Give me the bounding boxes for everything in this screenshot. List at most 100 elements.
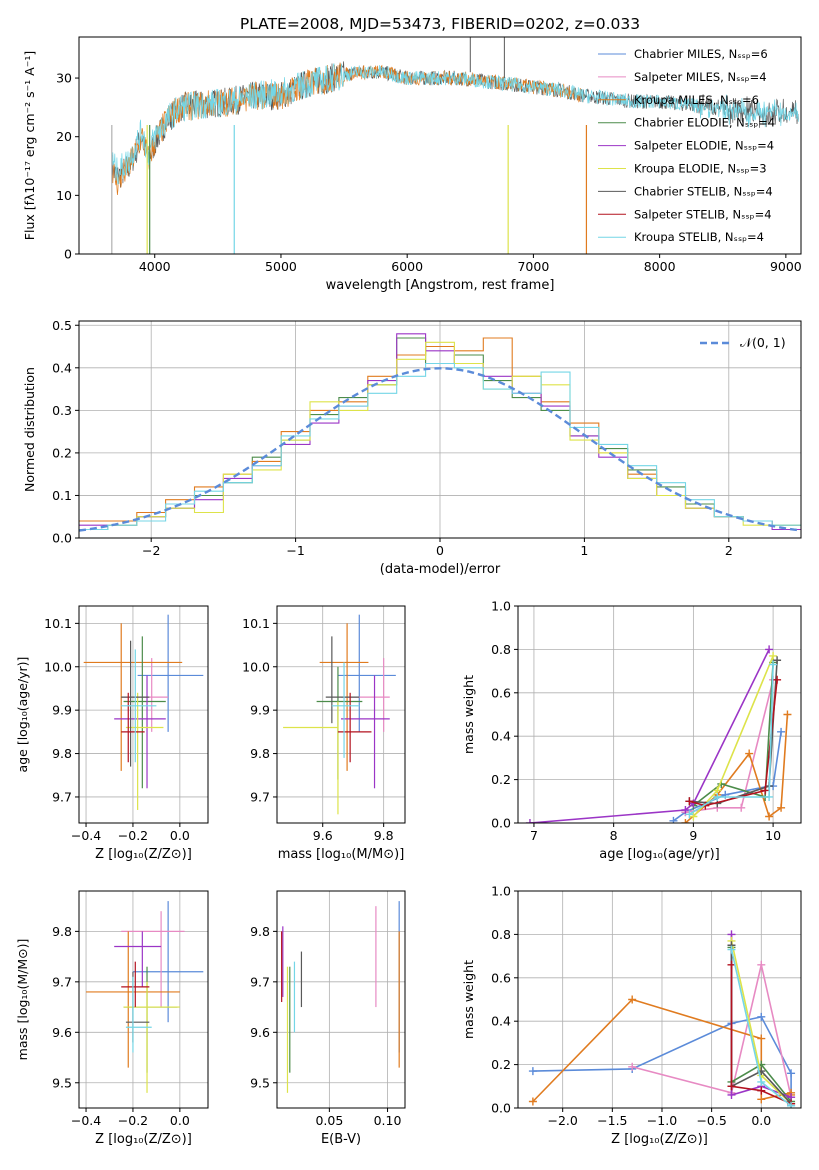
axes-frame [517, 605, 802, 824]
y-tick-label: 0.6 [491, 970, 511, 985]
y-tick-label: 10.1 [44, 616, 72, 631]
plot-weight-vs-age [525, 645, 792, 823]
plot-mass-vs-Z [86, 901, 204, 1093]
x-tick-label: 4000 [139, 259, 171, 274]
weight-marker [787, 1069, 796, 1078]
x-axis-label: age [log₁₀(age/yr)] [599, 847, 720, 862]
y-axis-label: mass [log₁₀(M/M⊙)] [15, 939, 30, 1061]
plot-mass-vs-EBV [281, 901, 400, 1093]
weight-marker [745, 749, 754, 758]
weight-marker [757, 960, 766, 969]
weight-marker [757, 1012, 766, 1021]
y-tick-label: 0.0 [491, 1101, 511, 1116]
legend-label: Kroupa STELIB, Nₛₛₚ=4 [634, 230, 764, 244]
weight-marker [628, 1062, 637, 1071]
x-tick-label: −0.5 [696, 1113, 726, 1128]
y-tick-label: 0.0 [52, 531, 72, 546]
y-tick-label: 1.0 [491, 884, 511, 899]
axes-frame [276, 605, 406, 824]
weight-marker [765, 645, 774, 654]
weight-marker [773, 675, 782, 684]
weight-marker [777, 803, 786, 812]
axes-age-vs-Z: −0.4 −0.2 0.0 9.7 9.8 9.9 10.0 10.1 Z [log₁₀(Z/Z… [15, 605, 209, 862]
x-tick-label: 8000 [644, 259, 676, 274]
legend-label: Kroupa ELODIE, Nₛₛₚ=3 [634, 162, 767, 176]
y-tick-label: 0 [64, 247, 72, 262]
weight-marker [669, 816, 678, 823]
y-tick-label: 0.4 [52, 360, 72, 375]
x-tick-label: 6000 [391, 259, 423, 274]
y-tick-label: 0.1 [52, 488, 72, 503]
legend-label: Salpeter MILES, Nₛₛₚ=4 [634, 70, 767, 84]
weight-marker [757, 1034, 766, 1043]
weight-line [529, 649, 770, 823]
weight-marker [783, 710, 792, 719]
x-tick-label: 0.0 [170, 828, 190, 843]
y-tick-label: 9.8 [250, 746, 270, 761]
weight-marker [727, 1082, 736, 1091]
y-tick-label: 0.4 [491, 729, 511, 744]
y-tick-label: 9.7 [250, 789, 270, 804]
axes-age-vs-mass: 9.6 9.8 9.7 9.8 9.9 10.0 10.1 mass [log₁₀(M/M⊙)… [242, 605, 406, 862]
plot-weight-vs-Z [528, 930, 796, 1108]
y-tick-label: 0.5 [52, 318, 72, 333]
weight-marker [787, 1101, 796, 1108]
x-tick-label: 8 [610, 828, 618, 843]
y-tick-label: 0.4 [491, 1014, 511, 1029]
x-tick-label: 0.0 [751, 1113, 771, 1128]
plot-spectrum [111, 37, 799, 254]
weight-marker [628, 995, 637, 1004]
y-tick-label: 0.6 [491, 685, 511, 700]
y-axis-label: Normed distribution [22, 367, 37, 492]
x-tick-label: 0.10 [374, 1113, 402, 1128]
axes-frame [517, 890, 802, 1109]
x-tick-label: 9 [689, 828, 697, 843]
y-tick-label: 10 [56, 188, 72, 203]
weight-marker [528, 1067, 537, 1076]
y-tick-label: 9.9 [52, 703, 72, 718]
weight-line [631, 964, 792, 1098]
weight-marker [685, 810, 694, 819]
x-axis-label: mass [log₁₀(M/M⊙)] [278, 847, 405, 862]
y-tick-label: 9.5 [250, 1075, 270, 1090]
residual-legend: 𝒩(0, 1) [700, 335, 786, 350]
figure-title: PLATE=2008, MJD=53473, FIBERID=0202, z=0… [240, 15, 640, 33]
weight-line [689, 660, 778, 805]
y-axis-label: mass weight [461, 675, 476, 754]
x-tick-label: −0.2 [118, 1113, 148, 1128]
weight-line [730, 964, 792, 1105]
weight-marker [765, 812, 774, 821]
weight-marker [681, 805, 690, 814]
x-tick-label: 10 [765, 828, 781, 843]
axes-spectrum: 4000 5000 6000 7000 8000 9000 0 10 20 30 wavelengt… [22, 36, 802, 293]
y-tick-label: 0.8 [491, 927, 511, 942]
weight-line [692, 662, 774, 807]
x-axis-label: Z [log₁₀(Z/Z⊙)] [95, 847, 192, 862]
legend-label: Chabrier ELODIE, Nₛₛₚ=4 [634, 116, 775, 130]
axes-frame [276, 890, 406, 1109]
weight-marker [757, 1077, 766, 1086]
x-tick-label: −1.0 [647, 1113, 677, 1128]
x-tick-label: −0.4 [71, 1113, 101, 1128]
y-tick-label: 0.0 [491, 816, 511, 831]
y-tick-label: 30 [56, 71, 72, 86]
plot-area: 4000 5000 6000 7000 8000 90000102030wavelengt… [15, 36, 802, 1147]
weight-marker [528, 1097, 537, 1106]
weight-marker [761, 786, 770, 795]
y-tick-label: 9.8 [52, 924, 72, 939]
axes-frame [78, 605, 209, 824]
plot-residuals [79, 333, 801, 532]
y-tick-label: 0.8 [491, 642, 511, 657]
y-tick-label: 20 [56, 129, 72, 144]
y-tick-label: 9.7 [52, 789, 72, 804]
weight-marker [777, 727, 786, 736]
x-tick-label: 7 [530, 828, 538, 843]
weight-marker [737, 803, 746, 812]
y-axis-label: Flux [fλ10⁻¹⁷ erg cm⁻² s⁻¹ A⁻¹] [22, 51, 37, 240]
x-tick-label: 2 [725, 543, 733, 558]
y-tick-label: 9.5 [52, 1075, 72, 1090]
legend-label: 𝒩(0, 1) [740, 335, 786, 350]
x-tick-label: 9000 [770, 259, 802, 274]
y-tick-label: 9.7 [52, 974, 72, 989]
normal-curve [79, 367, 801, 532]
